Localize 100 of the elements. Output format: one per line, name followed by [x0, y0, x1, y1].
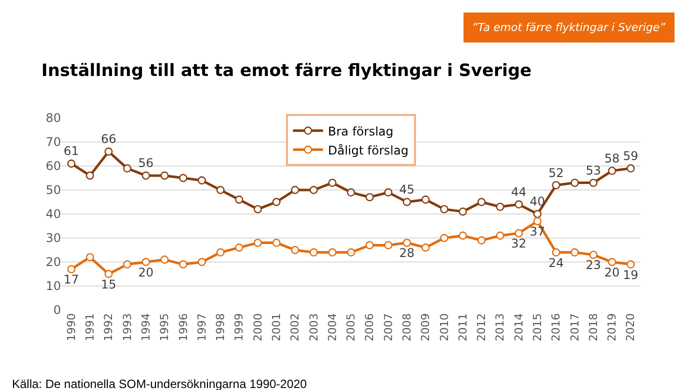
x-tick-label: 1999	[232, 313, 246, 342]
point	[104, 270, 113, 278]
point	[160, 256, 169, 264]
point	[402, 198, 412, 206]
point	[310, 248, 318, 256]
y-tick-label: 80	[46, 111, 61, 126]
x-tick-label: 2006	[363, 313, 376, 342]
point	[272, 238, 281, 247]
x-tick-label: 2005	[344, 313, 358, 342]
x-tick-label: 1997	[195, 313, 208, 342]
x-tick-label: 2000	[251, 313, 264, 342]
data-label: 40	[530, 194, 546, 209]
point	[254, 205, 262, 214]
point	[123, 260, 132, 268]
point	[366, 193, 374, 202]
x-tick-label: 2019	[606, 313, 619, 342]
data-label: 37	[530, 224, 546, 239]
point	[366, 241, 374, 250]
point	[179, 174, 188, 182]
point	[570, 248, 579, 256]
x-tick-label: 1992	[102, 313, 116, 342]
x-tick-label: 2008	[400, 313, 414, 342]
point	[123, 164, 132, 172]
y-tick-label: 50	[46, 183, 61, 198]
data-label: 44	[511, 185, 526, 200]
data-label: 19	[623, 268, 638, 282]
x-tick-label: 1993	[120, 313, 134, 342]
point	[421, 196, 430, 204]
data-label: 17	[64, 272, 79, 287]
point	[514, 229, 523, 238]
point	[570, 178, 579, 187]
point	[626, 164, 635, 172]
data-label: 32	[511, 236, 526, 251]
data-label: 59	[623, 149, 638, 164]
point	[346, 248, 356, 256]
x-tick-label: 1991	[84, 313, 97, 342]
data-label: 66	[100, 132, 116, 146]
chart-title: Inställning till att ta emot färre flyktingar i Sverige	[41, 61, 532, 82]
point	[440, 205, 448, 214]
x-tick-label: 1995	[158, 313, 172, 342]
point	[552, 248, 560, 256]
x-tick-label: 2011	[456, 313, 470, 342]
x-tick-label: 2010	[438, 313, 451, 342]
point	[477, 198, 486, 206]
x-tick-label: 2003	[307, 313, 320, 342]
point	[67, 265, 76, 274]
point	[346, 188, 356, 196]
x-tick-label: 2017	[568, 313, 582, 342]
y-tick-label: 0	[53, 303, 61, 318]
point	[142, 172, 150, 180]
legend-label: Dåligt förslag	[328, 143, 408, 158]
x-tick-label: 2013	[494, 313, 507, 342]
data-label: 24	[548, 256, 564, 270]
point	[496, 232, 504, 240]
y-tick-label: 30	[46, 231, 61, 246]
x-tick-label: 2009	[419, 313, 432, 342]
point	[290, 246, 300, 254]
point	[86, 172, 94, 180]
x-tick-label: 2016	[550, 313, 563, 342]
x-tick-label: 2007	[382, 313, 395, 342]
y-tick-label: 70	[46, 135, 61, 150]
x-tick-label: 2015	[531, 313, 544, 342]
point	[104, 148, 113, 156]
point	[328, 248, 336, 256]
point	[198, 176, 206, 184]
point	[440, 234, 448, 242]
data-label: 56	[138, 156, 154, 170]
x-tick-label: 2002	[288, 313, 302, 342]
data-label: 15	[100, 277, 116, 292]
point	[384, 188, 392, 196]
x-tick-label: 2001	[270, 313, 283, 342]
point	[589, 250, 598, 259]
point	[235, 244, 244, 252]
data-label: 52	[548, 166, 564, 180]
x-tick-label: 1998	[214, 313, 228, 342]
point	[458, 208, 467, 216]
x-tick-label: 2012	[475, 313, 488, 342]
point	[552, 181, 560, 190]
point	[179, 260, 188, 268]
text: ”Ta emot färre flyktingar i Sverige”	[472, 21, 666, 34]
point	[86, 253, 94, 262]
point	[589, 178, 598, 187]
legend-label: Bra förslag	[328, 124, 394, 138]
point	[67, 160, 76, 168]
x-tick-label: 2014	[512, 313, 526, 342]
data-label: 23	[586, 258, 602, 272]
point	[514, 200, 523, 208]
data-label: 45	[399, 182, 415, 197]
point	[496, 202, 504, 211]
x-tick-label: 1990	[64, 313, 78, 342]
y-tick-label: 20	[46, 255, 61, 270]
point	[533, 217, 542, 226]
point	[608, 166, 616, 175]
point	[458, 232, 467, 240]
point	[216, 186, 225, 194]
point	[421, 244, 430, 252]
data-label: 20	[604, 265, 620, 280]
point	[142, 258, 150, 266]
point	[626, 260, 635, 268]
point	[235, 196, 244, 204]
